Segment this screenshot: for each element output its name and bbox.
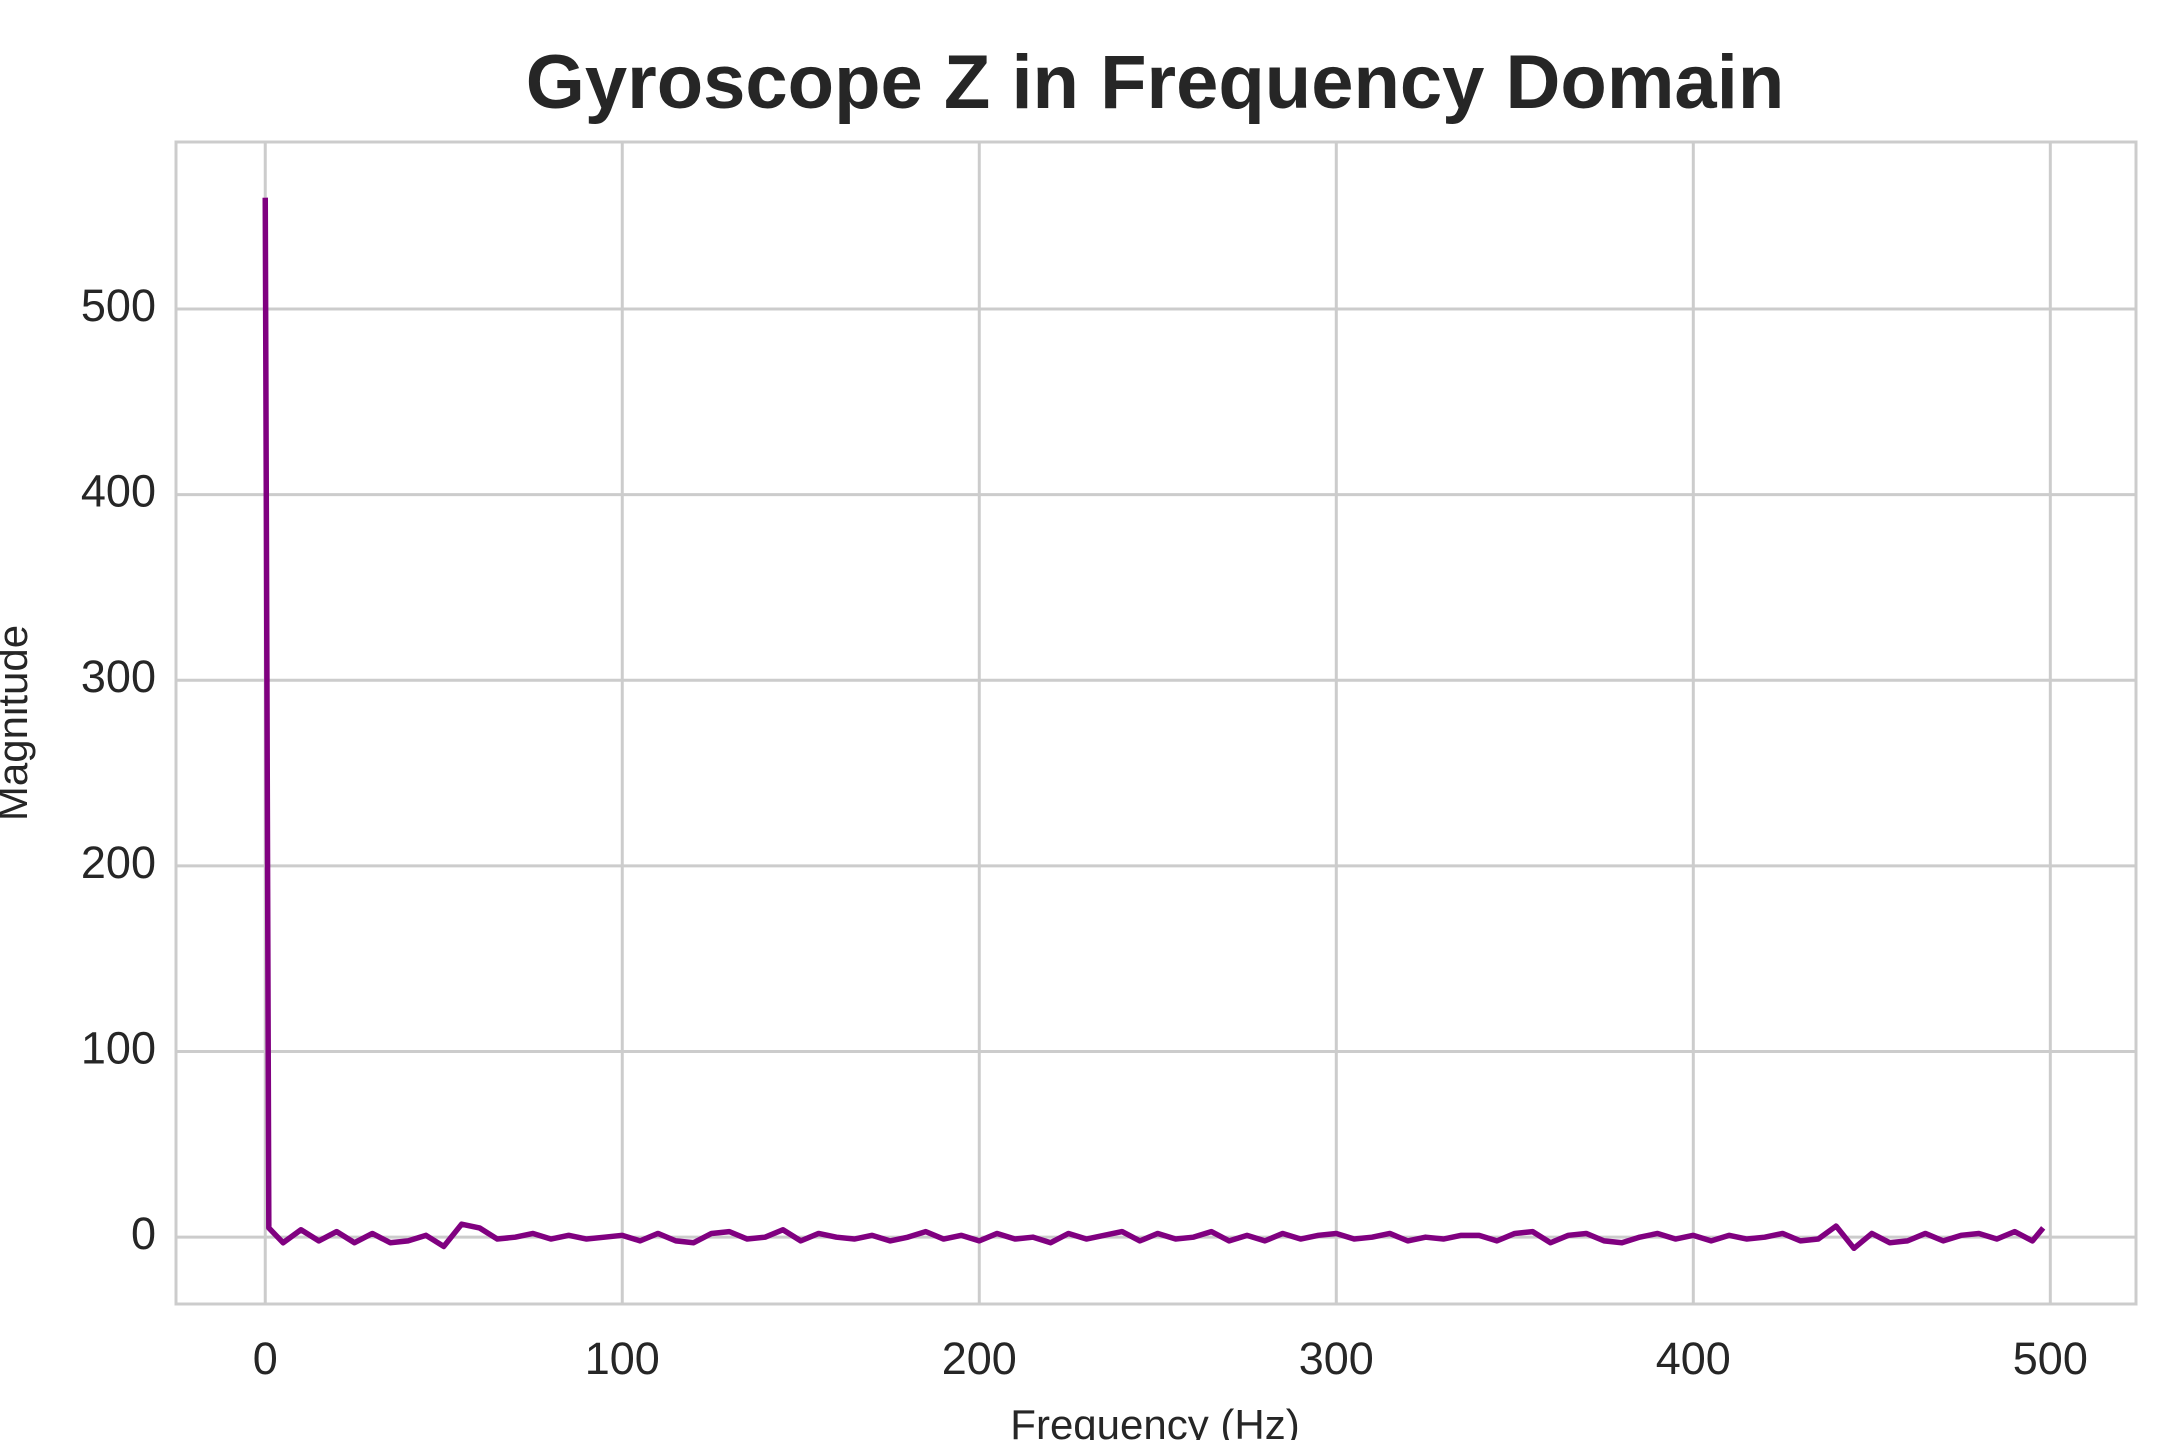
y-tick-label: 300 xyxy=(81,651,156,702)
y-tick-label: 0 xyxy=(131,1208,156,1259)
x-tick-label: 200 xyxy=(942,1333,1017,1384)
x-tick-label: 300 xyxy=(1299,1333,1374,1384)
x-tick-label: 400 xyxy=(1656,1333,1731,1384)
y-tick-label: 400 xyxy=(81,466,156,517)
x-axis-label: Frequency (Hz) xyxy=(1010,1401,1299,1440)
chart-title: Gyroscope Z in Frequency Domain xyxy=(526,40,1785,125)
y-tick-label: 100 xyxy=(81,1022,156,1073)
y-tick-label: 500 xyxy=(81,280,156,331)
y-tick-label: 200 xyxy=(81,837,156,888)
x-tick-label: 0 xyxy=(253,1333,278,1384)
x-tick-label: 500 xyxy=(2013,1333,2088,1384)
plot-frame xyxy=(174,140,2138,1306)
y-axis-label: Magnitude xyxy=(0,625,36,821)
data-line xyxy=(262,197,2046,1252)
x-tick-label: 100 xyxy=(585,1333,660,1384)
